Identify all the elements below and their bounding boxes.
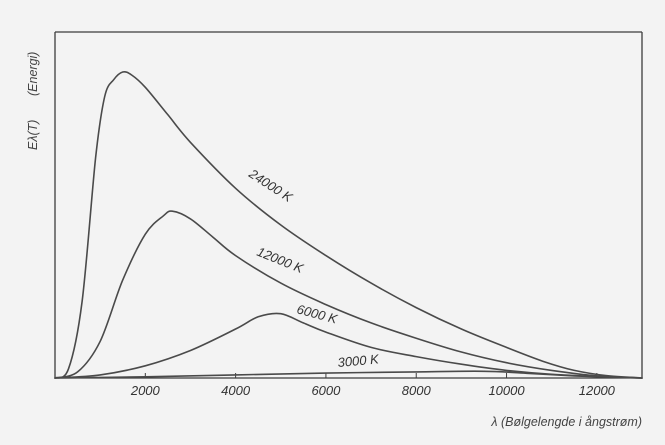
series-label: 12000 K <box>255 244 307 277</box>
series-label: 3000 K <box>337 351 381 370</box>
y-axis-note: (Energi) <box>26 52 40 96</box>
x-tick-label: 2000 <box>130 383 161 398</box>
curve-24000-k <box>54 70 643 379</box>
x-ticks: 2000 4000 6000 8000 10000 12000 <box>130 373 616 398</box>
x-tick-label: 12000 <box>579 383 616 398</box>
y-axis-label: Eλ(T) <box>26 120 40 150</box>
x-tick-label: 8000 <box>402 383 432 398</box>
x-tick-label: 10000 <box>488 383 525 398</box>
series-label: 24000 K <box>246 165 297 205</box>
plot-frame <box>54 31 643 379</box>
x-axis-label: λ (Bølgelengde i ångstrøm) <box>490 415 642 429</box>
curve-6000-k <box>54 312 643 379</box>
curve-12000-k <box>54 210 643 379</box>
x-tick-label: 4000 <box>221 383 251 398</box>
curve-3000-k <box>54 370 643 379</box>
curves <box>54 70 643 379</box>
x-tick-label: 6000 <box>311 383 341 398</box>
